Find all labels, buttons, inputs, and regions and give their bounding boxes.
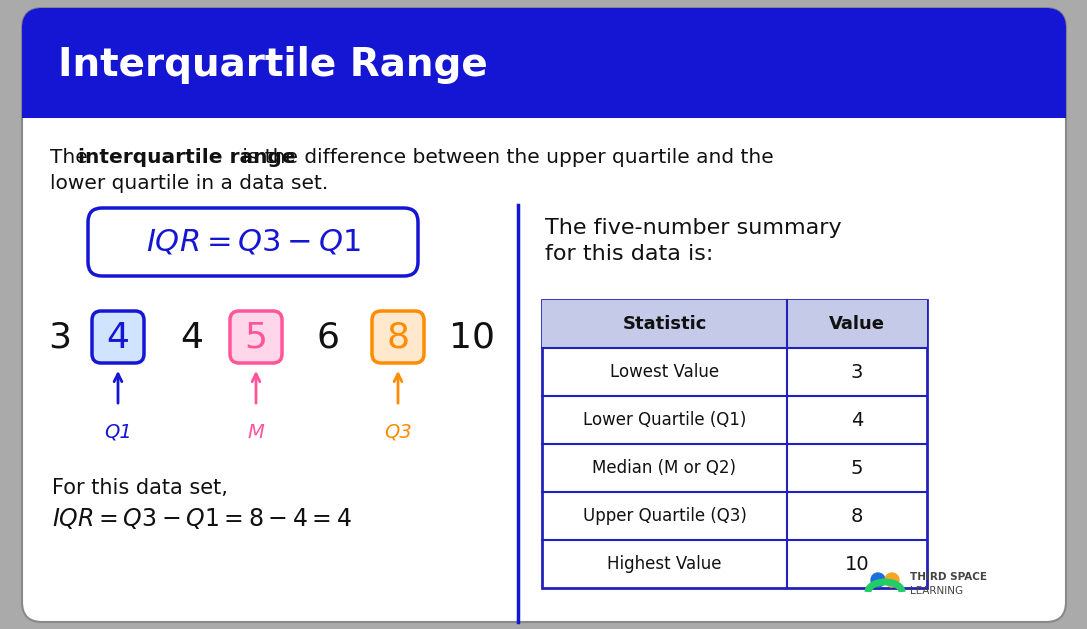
Text: 3: 3 (851, 362, 863, 382)
Text: LEARNING: LEARNING (910, 586, 963, 596)
Text: The: The (50, 148, 95, 167)
Text: 5: 5 (245, 321, 267, 355)
Text: 10: 10 (449, 321, 495, 355)
Circle shape (871, 573, 885, 587)
Text: Statistic: Statistic (623, 315, 707, 333)
Text: For this data set,: For this data set, (52, 478, 228, 498)
Text: Q3: Q3 (384, 423, 412, 442)
Bar (542, 300, 927, 348)
Text: Lower Quartile (Q1): Lower Quartile (Q1) (583, 411, 746, 429)
Text: $\mathit{IQR} = \mathit{Q}3 - \mathit{Q}1$: $\mathit{IQR} = \mathit{Q}3 - \mathit{Q}… (146, 228, 361, 257)
Text: 8: 8 (851, 506, 863, 525)
Text: 10: 10 (845, 555, 870, 574)
Text: Lowest Value: Lowest Value (610, 363, 720, 381)
Text: 8: 8 (387, 321, 410, 355)
Text: Median (M or Q2): Median (M or Q2) (592, 459, 737, 477)
Bar (542, 300, 927, 588)
FancyBboxPatch shape (230, 311, 282, 363)
Text: 4: 4 (851, 411, 863, 430)
Text: M: M (248, 423, 264, 442)
Text: 4: 4 (180, 321, 203, 355)
Text: THIRD SPACE: THIRD SPACE (910, 572, 987, 582)
FancyBboxPatch shape (88, 208, 418, 276)
Circle shape (885, 573, 899, 587)
Text: 3: 3 (49, 321, 72, 355)
Text: Q1: Q1 (104, 423, 132, 442)
Text: for this data is:: for this data is: (545, 244, 713, 264)
Text: 6: 6 (316, 321, 339, 355)
Text: is the difference between the upper quartile and the: is the difference between the upper quar… (236, 148, 774, 167)
Bar (22, 88, 1066, 118)
Text: lower quartile in a data set.: lower quartile in a data set. (50, 174, 328, 193)
FancyBboxPatch shape (22, 8, 1066, 118)
Text: 5: 5 (851, 459, 863, 477)
Text: Value: Value (829, 315, 885, 333)
Text: Interquartile Range: Interquartile Range (58, 46, 488, 84)
FancyBboxPatch shape (22, 8, 1066, 622)
FancyBboxPatch shape (92, 311, 143, 363)
Text: $\mathit{IQR} = \mathit{Q}3 - \mathit{Q}1 = 8 - 4 = 4$: $\mathit{IQR} = \mathit{Q}3 - \mathit{Q}… (52, 506, 352, 531)
Text: 4: 4 (107, 321, 129, 355)
Text: Upper Quartile (Q3): Upper Quartile (Q3) (583, 507, 747, 525)
Text: The five-number summary: The five-number summary (545, 218, 841, 238)
Text: interquartile range: interquartile range (78, 148, 296, 167)
Text: Highest Value: Highest Value (608, 555, 722, 573)
FancyBboxPatch shape (372, 311, 424, 363)
